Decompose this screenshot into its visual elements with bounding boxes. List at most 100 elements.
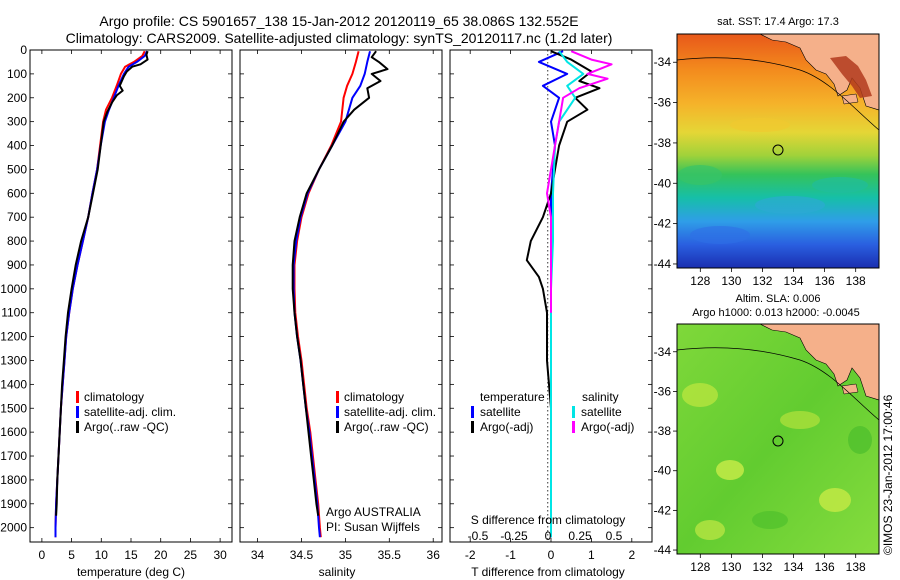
difference-series bbox=[525, 50, 613, 538]
land-australia bbox=[759, 34, 879, 111]
x-tick-label: 1 bbox=[588, 548, 595, 562]
argo-float-marker bbox=[772, 144, 784, 156]
legend-label-climatology: climatology bbox=[344, 390, 404, 404]
x-tick-label: 25 bbox=[184, 548, 198, 562]
x-tick-label: 34 bbox=[251, 548, 265, 562]
lon-tick-label: 128 bbox=[690, 560, 710, 574]
sla-eddy bbox=[716, 460, 744, 480]
depth-tick-label: 1500 bbox=[0, 401, 27, 415]
s-tick-label: 0.25 bbox=[568, 529, 592, 543]
s-difference-label: S difference from climatology bbox=[471, 513, 626, 527]
sla-eddy bbox=[682, 383, 718, 407]
series-line-argo bbox=[55, 50, 149, 516]
legend-label-argo: Argo(..raw -QC) bbox=[84, 420, 169, 434]
series-line-argo bbox=[525, 50, 601, 516]
legend-swatch-t-argo bbox=[471, 421, 474, 433]
lon-tick-label: 134 bbox=[784, 560, 804, 574]
lat-tick-label: -34 bbox=[654, 55, 672, 69]
legend-heading-temperature: temperature bbox=[480, 390, 545, 404]
salinity-series bbox=[291, 50, 389, 538]
depth-tick-label: 1400 bbox=[0, 377, 27, 391]
depth-tick-label: 700 bbox=[7, 210, 27, 224]
lat-tick-label: -38 bbox=[654, 136, 672, 150]
legend-label-t-argo: Argo(-adj) bbox=[480, 420, 533, 434]
sst-patch bbox=[812, 177, 868, 193]
legend-label-climatology: climatology bbox=[84, 390, 144, 404]
sla-map-lon-axis: 128 130 132 134 136 138 bbox=[690, 554, 866, 574]
sst-patch bbox=[690, 226, 750, 244]
salinity-y-axis bbox=[240, 49, 442, 529]
depth-tick-label: 1200 bbox=[0, 330, 27, 344]
legend-swatch-s-satellite bbox=[572, 406, 575, 418]
series-line-salinity_satellite bbox=[550, 50, 585, 538]
s-tick-label: -0.5 bbox=[468, 529, 489, 543]
x-tick-label: -1 bbox=[505, 548, 516, 562]
lat-tick-label: -36 bbox=[654, 384, 672, 398]
sst-map: sat. SST: 17.4 Argo: 17.3 -34 -36 -38 -40 -4… bbox=[654, 16, 880, 288]
legend-swatch-climatology bbox=[336, 391, 339, 403]
temperature-plot-frame bbox=[29, 49, 233, 543]
salinity-difference-ticks: -0.5 -0.25 0 0.25 0.5 bbox=[468, 529, 623, 543]
lon-tick-label: 130 bbox=[721, 560, 741, 574]
difference-legend: temperature satellite Argo(-adj) salinit… bbox=[471, 390, 634, 434]
x-tick-label: 15 bbox=[124, 548, 138, 562]
lat-tick-label: -42 bbox=[654, 503, 672, 517]
sst-patch bbox=[730, 118, 790, 132]
temperature-y-axis: 0 100 200 300 400 500 600 700 800 900 1000 1100 1200… bbox=[0, 43, 232, 535]
sst-map-title: sat. SST: 17.4 Argo: 17.3 bbox=[717, 16, 839, 28]
warm-gulf-water bbox=[830, 56, 872, 98]
legend-swatch-argo bbox=[336, 421, 339, 433]
sla-eddy bbox=[695, 520, 725, 540]
legend-heading-salinity: salinity bbox=[582, 390, 619, 404]
sla-map-frame bbox=[676, 323, 880, 555]
salinity-x-axis: 34 34.5 35 35.5 36 bbox=[251, 50, 440, 562]
x-tick-label: 0 bbox=[39, 548, 46, 562]
lon-tick-label: 138 bbox=[846, 274, 866, 288]
sst-map-frame bbox=[676, 33, 880, 269]
legend-label-satellite-adj: satellite-adj. clim. bbox=[344, 405, 436, 419]
legend-label-satellite-adj: satellite-adj. clim. bbox=[84, 405, 176, 419]
depth-tick-label: 500 bbox=[7, 162, 27, 176]
depth-tick-label: 1000 bbox=[0, 282, 27, 296]
sla-eddy bbox=[819, 488, 851, 512]
depth-tick-label: 200 bbox=[7, 91, 27, 105]
legend-label-t-satellite: satellite bbox=[480, 405, 521, 419]
sla-map-subtitle: Argo h1000: 0.013 h2000: -0.0045 bbox=[692, 307, 860, 319]
legend-swatch-argo bbox=[76, 421, 79, 433]
x-tick-label: 20 bbox=[154, 548, 168, 562]
lon-tick-label: 132 bbox=[752, 560, 772, 574]
legend-swatch-satellite-adj bbox=[76, 406, 79, 418]
t-difference-x-label: T difference from climatology bbox=[471, 565, 625, 579]
legend-label-s-argo: Argo(-adj) bbox=[581, 420, 634, 434]
x-tick-label: 34.5 bbox=[290, 548, 314, 562]
land-australia bbox=[759, 324, 879, 401]
series-line-salinity_argo bbox=[546, 50, 613, 313]
lon-tick-label: 138 bbox=[846, 560, 866, 574]
sla-map-title: Altim. SLA: 0.006 bbox=[736, 293, 821, 305]
sst-map-lon-axis: 128 130 132 134 136 138 bbox=[690, 268, 866, 288]
shelf-contour bbox=[677, 347, 879, 421]
depth-tick-label: 100 bbox=[7, 67, 27, 81]
lon-tick-label: 134 bbox=[784, 274, 804, 288]
depth-tick-label: 400 bbox=[7, 139, 27, 153]
depth-tick-label: 2000 bbox=[0, 521, 27, 535]
argo-program-label: Argo AUSTRALIA bbox=[326, 505, 421, 519]
x-tick-label: 5 bbox=[68, 548, 75, 562]
series-line-argo bbox=[291, 50, 389, 516]
lat-tick-label: -44 bbox=[654, 257, 672, 271]
salinity-legend: climatology satellite-adj. clim. Argo(..… bbox=[336, 390, 436, 434]
sla-map: Altim. SLA: 0.006 Argo h1000: 0.013 h200… bbox=[654, 293, 880, 574]
temperature-legend: climatology satellite-adj. clim. Argo(..… bbox=[76, 390, 176, 434]
lat-tick-label: -40 bbox=[654, 176, 672, 190]
depth-tick-label: 1300 bbox=[0, 353, 27, 367]
lon-tick-label: 136 bbox=[815, 274, 835, 288]
difference-x-axis: -2 -1 0 1 2 bbox=[465, 50, 635, 562]
x-tick-label: -2 bbox=[465, 548, 476, 562]
lon-tick-label: 128 bbox=[690, 274, 710, 288]
salinity-plot-frame bbox=[239, 49, 443, 543]
imos-credit: ©IMOS 23-Jan-2012 17:00:46 bbox=[881, 394, 895, 555]
x-tick-label: 30 bbox=[213, 548, 227, 562]
x-tick-label: 10 bbox=[95, 548, 109, 562]
temperature-series bbox=[54, 50, 149, 538]
